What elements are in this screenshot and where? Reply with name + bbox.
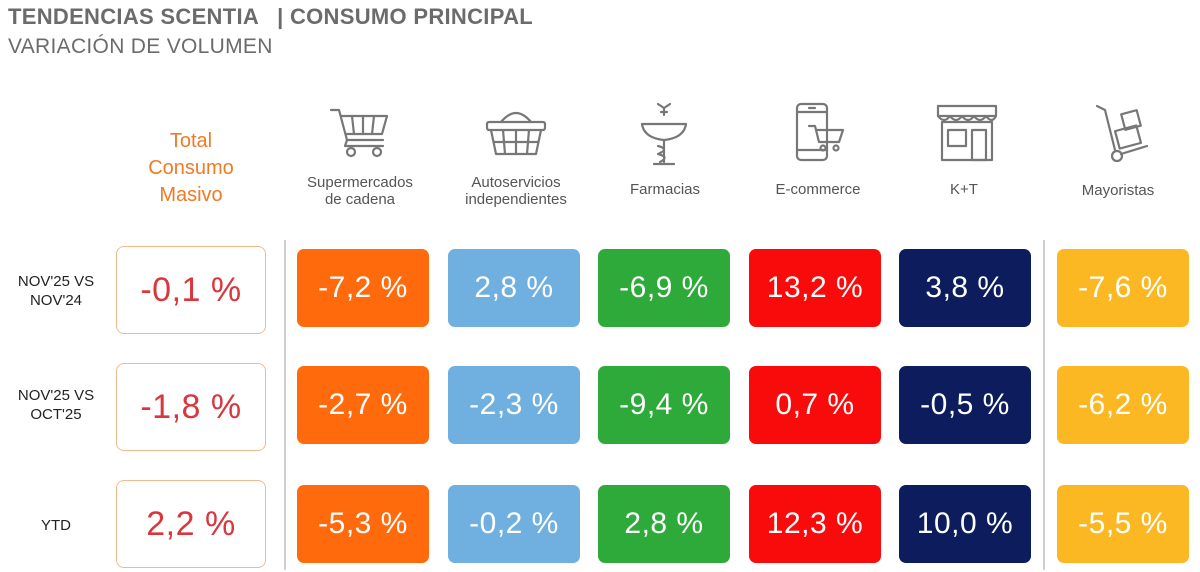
column-label-line: E-commerce: [775, 181, 861, 198]
value-cell: -7,2 %: [297, 249, 429, 327]
total-value: -0,1 %: [116, 246, 266, 334]
page-title: TENDENCIAS SCENTIA | CONSUMO PRINCIPAL: [8, 4, 533, 30]
divider-left: [284, 240, 286, 570]
column-label-supermercados: Supermercados de cadena: [285, 174, 435, 208]
column-label-line: Autoservicios: [471, 174, 561, 191]
row-label-line: NOV'25 VS: [17, 387, 95, 404]
shopping-basket-icon: [481, 98, 551, 168]
column-label-mayoristas: Mayoristas: [1043, 182, 1193, 199]
value-cell: 2,8 %: [598, 485, 730, 563]
title-main: TENDENCIAS SCENTIA: [8, 4, 260, 29]
column-label-line: de cadena: [324, 191, 396, 208]
mobile-cart-icon: [783, 98, 853, 168]
row-label: NOV'25 VS NOV'24: [8, 272, 104, 310]
total-value: 2,2 %: [116, 480, 266, 568]
hand-truck-icon: [1085, 98, 1155, 168]
total-header-line: Consumo: [148, 157, 234, 179]
store-icon: [932, 98, 1002, 168]
column-label-line: K+T: [950, 181, 978, 198]
row-label: NOV'25 VS OCT'25: [8, 386, 104, 424]
value-cell: -7,6 %: [1057, 249, 1189, 327]
row-label-line: YTD: [41, 517, 71, 534]
column-label-line: Supermercados: [307, 174, 413, 191]
value-cell: -2,7 %: [297, 366, 429, 444]
value-cell: -6,2 %: [1057, 366, 1189, 444]
page-subtitle: VARIACIÓN DE VOLUMEN: [8, 35, 273, 58]
row-label: YTD: [8, 516, 104, 535]
column-label-ecommerce: E-commerce: [743, 181, 893, 198]
total-header-line: Masivo: [159, 184, 223, 206]
column-label-farmacias: Farmacias: [590, 181, 740, 198]
total-value: -1,8 %: [116, 363, 266, 451]
value-cell: -0,5 %: [899, 366, 1031, 444]
column-label-line: Farmacias: [629, 181, 700, 198]
row-label-line: NOV'25 VS: [17, 273, 95, 290]
value-cell: 10,0 %: [899, 485, 1031, 563]
value-cell: -9,4 %: [598, 366, 730, 444]
column-label-autoservicios: Autoservicios independientes: [441, 174, 591, 208]
row-label-line: OCT'25: [30, 406, 82, 423]
column-label-line: Mayoristas: [1081, 182, 1155, 199]
value-cell: -5,3 %: [297, 485, 429, 563]
total-header-line: Total: [169, 130, 213, 152]
value-cell: -6,9 %: [598, 249, 730, 327]
value-cell: -5,5 %: [1057, 485, 1189, 563]
row-label-line: NOV'24: [29, 292, 83, 309]
value-cell: 0,7 %: [749, 366, 881, 444]
value-cell: -0,2 %: [448, 485, 580, 563]
column-label-kt: K+T: [889, 181, 1039, 198]
column-label-line: independientes: [465, 191, 567, 208]
value-cell: -2,3 %: [448, 366, 580, 444]
value-cell: 3,8 %: [899, 249, 1031, 327]
value-cell: 2,8 %: [448, 249, 580, 327]
shopping-cart-icon: [325, 98, 395, 168]
title-section: | CONSUMO PRINCIPAL: [277, 4, 533, 29]
value-cell: 13,2 %: [749, 249, 881, 327]
value-cell: 12,3 %: [749, 485, 881, 563]
pharmacy-icon: [630, 98, 700, 168]
divider-right: [1043, 240, 1045, 570]
total-header: Total Consumo Masivo: [116, 128, 266, 209]
